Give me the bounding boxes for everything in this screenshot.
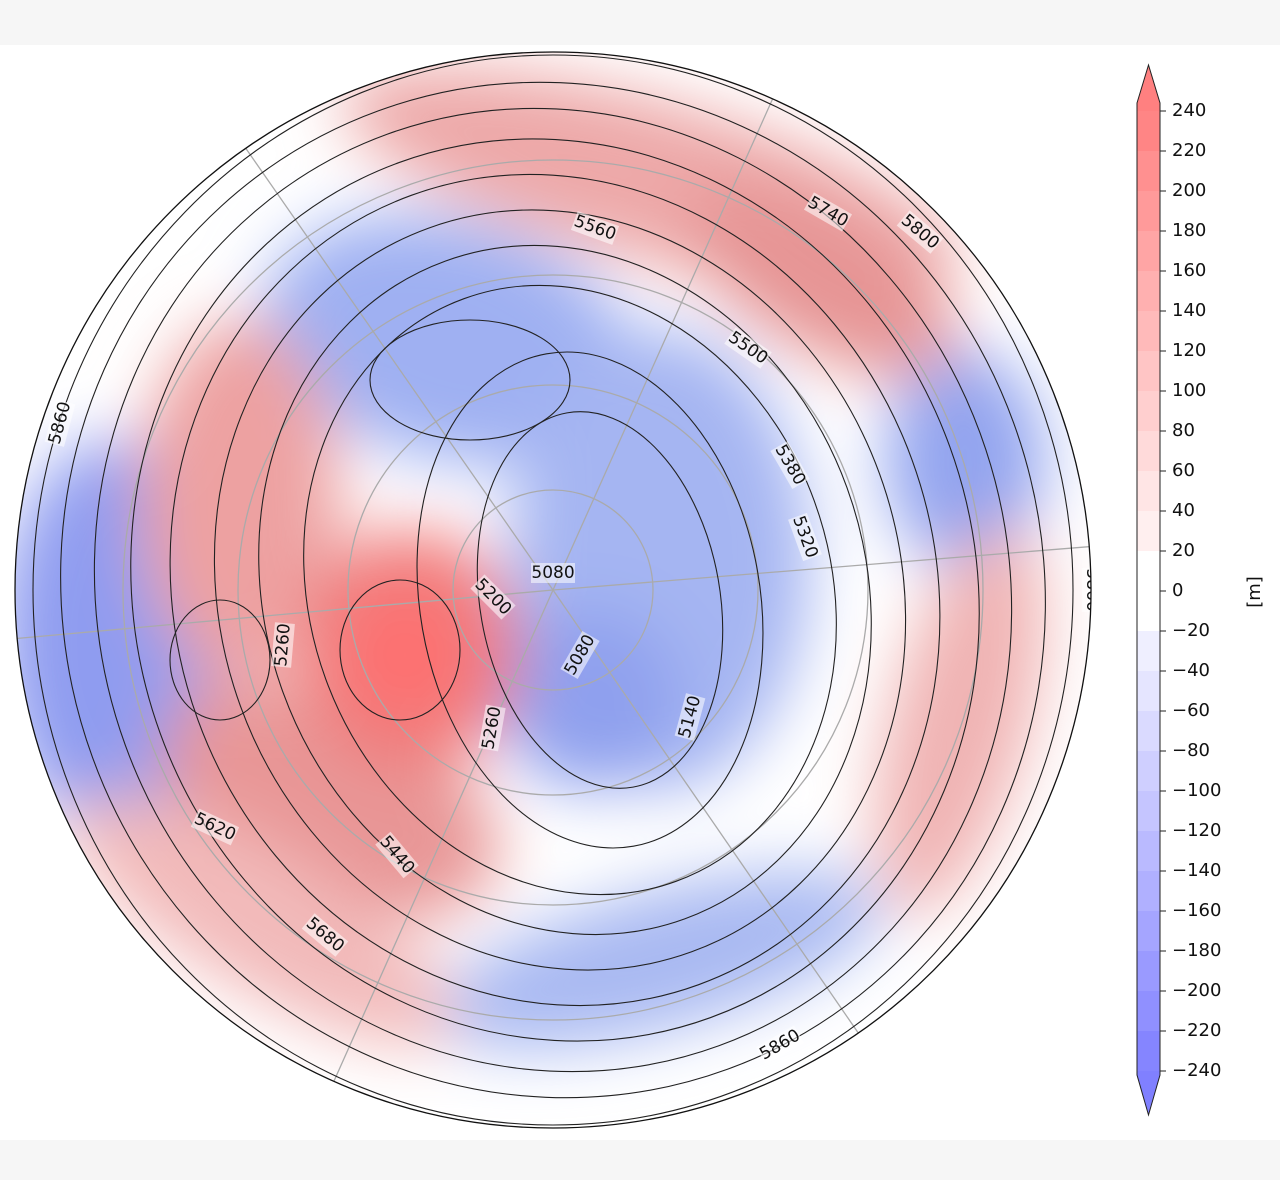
label-halo [375, 831, 419, 879]
colorbar-band [1137, 991, 1160, 1031]
colorbar-band [1137, 871, 1160, 911]
colorbar-tick-label: 100 [1172, 380, 1206, 401]
label-halo [301, 913, 349, 957]
colorbar-band [1137, 791, 1160, 831]
label-halo [570, 211, 620, 245]
colorbar: 240220200180160140120100806040200−20−40−… [1136, 63, 1221, 1117]
map-disk: 5560 5740 58005500586053805320508052005260… [15, 54, 1102, 1126]
colorbar-label: [m] [1244, 576, 1265, 608]
colorbar-band [1137, 591, 1160, 631]
label-halo [531, 563, 575, 583]
colorbar-band [1137, 311, 1160, 351]
colorbar-tick-label: −200 [1172, 980, 1221, 1001]
label-halo [560, 630, 600, 680]
colorbar-band [1137, 751, 1160, 791]
contour-value: 5080 [531, 563, 574, 583]
colorbar-top-band [1137, 103, 1160, 111]
colorbar-tick-label: −60 [1172, 700, 1210, 721]
label-halo [724, 327, 772, 369]
label-halo [788, 512, 822, 562]
colorbar-band [1137, 831, 1160, 871]
colorbar-tick-label: 140 [1172, 300, 1206, 321]
colorbar-tick-label: −100 [1172, 780, 1221, 801]
label-halo [803, 192, 853, 232]
colorbar-band [1137, 911, 1160, 951]
colorbar-tick-label: 200 [1172, 180, 1206, 201]
colorbar-tick-label: 120 [1172, 340, 1206, 361]
graticule [15, 59, 1091, 1091]
colorbar-band [1137, 671, 1160, 711]
colorbar-tick-label: 220 [1172, 140, 1206, 161]
colorbar-band [1137, 631, 1160, 671]
label-halo [674, 693, 706, 741]
colorbar-bottom-band [1137, 1071, 1160, 1075]
colorbar-tick-label: −180 [1172, 940, 1221, 961]
colorbar-band [1137, 351, 1160, 391]
contour-value: 5260 [271, 623, 295, 668]
colorbar-tick-label: 180 [1172, 220, 1206, 241]
colorbar-tick-label: 20 [1172, 540, 1195, 561]
colorbar-extend-bottom [1137, 1075, 1160, 1115]
colorbar-band [1137, 551, 1160, 591]
colorbar-tick-label: −80 [1172, 740, 1210, 761]
colorbar-band [1137, 951, 1160, 991]
colorbar-tick-label: −140 [1172, 860, 1221, 881]
label-halo [755, 1025, 805, 1065]
contour-label: 5860 [1082, 568, 1102, 612]
colorbar-tick-label: −220 [1172, 1020, 1221, 1041]
anomaly-field [15, 66, 1046, 1051]
colorbar-band [1137, 511, 1160, 551]
contour-label: 5260 [271, 622, 295, 668]
contour-label: 5080 [531, 563, 575, 583]
colorbar-tick-label: 160 [1172, 260, 1206, 281]
colorbar-band [1137, 231, 1160, 271]
colorbar-tick-label: 80 [1172, 420, 1195, 441]
colorbar-tick-label: −240 [1172, 1060, 1221, 1081]
colorbar-band [1137, 191, 1160, 231]
label-halo [470, 574, 516, 620]
colorbar-band [1137, 711, 1160, 751]
colorbar-band [1137, 1031, 1160, 1071]
label-halo [44, 399, 76, 447]
colorbar-tick-label: 0 [1172, 580, 1183, 601]
colorbar-tick-label: −160 [1172, 900, 1221, 921]
colorbar-outline [1136, 63, 1161, 1117]
colorbar-tick-label: 60 [1172, 460, 1195, 481]
colorbar-tick-label: 40 [1172, 500, 1195, 521]
colorbar-band [1137, 271, 1160, 311]
colorbar-tick-label: −40 [1172, 660, 1210, 681]
label-halo [478, 704, 506, 752]
colorbar-band [1137, 391, 1160, 431]
colorbar-tick-label: 240 [1172, 100, 1206, 121]
colorbar-tick-label: −120 [1172, 820, 1221, 841]
label-halo [1082, 568, 1091, 612]
label-halo [896, 210, 944, 254]
height-contours [32, 54, 1074, 1126]
label-halo [770, 440, 810, 490]
label-halo [190, 808, 240, 846]
colorbar-band [1137, 471, 1160, 511]
map-border [14, 51, 1092, 1129]
colorbar-band [1137, 151, 1160, 191]
label-halo [271, 622, 295, 668]
colorbar-band [1137, 431, 1160, 471]
colorbar-band [1137, 111, 1160, 151]
contour-value: 5860 [1082, 568, 1102, 611]
colorbar-extend-top [1137, 65, 1160, 103]
colorbar-tick-label: −20 [1172, 620, 1210, 641]
